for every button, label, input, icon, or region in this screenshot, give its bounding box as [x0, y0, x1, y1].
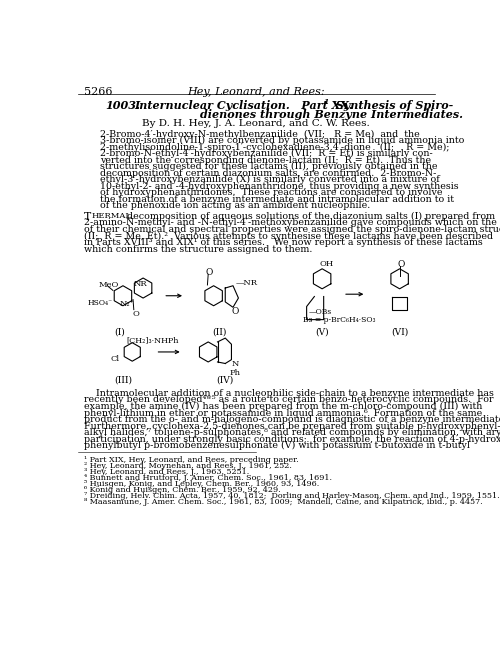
Text: participation, under strongly basic conditions;  for example, the reaction of 4-: participation, under strongly basic cond…	[84, 435, 500, 443]
Text: 10-ethyl-2- and -4-hydroxyphenanthridone, thus providing a new synthesis: 10-ethyl-2- and -4-hydroxyphenanthridone…	[100, 182, 458, 191]
Text: 2-amino-N-methyl- and -N-ethyl-4′-methoxybenzanilide gave compounds which on the: 2-amino-N-methyl- and -N-ethyl-4′-methox…	[84, 218, 500, 227]
Text: structures suggested for these lactams (II), previously obtained in the: structures suggested for these lactams (…	[100, 162, 437, 171]
Text: (V): (V)	[316, 328, 329, 336]
Text: O: O	[206, 268, 213, 277]
Text: N: N	[232, 360, 239, 367]
Text: 2-Bromo-4′-hydroxy-N-methylbenzanilide  (VII;   R = Me)  and  the: 2-Bromo-4′-hydroxy-N-methylbenzanilide (…	[100, 130, 419, 139]
Text: phenyl-lithium in ether or potassamide in liquid ammonia.⁶  Formation of the sam: phenyl-lithium in ether or potassamide i…	[84, 409, 482, 417]
Text: dienones through Benzyne Intermediates.: dienones through Benzyne Intermediates.	[200, 109, 464, 120]
Text: 3-bromo-isomer (VIII) are converted by potassamide in liquid ammonia into: 3-bromo-isomer (VIII) are converted by p…	[100, 136, 464, 145]
Text: ⁴ Bunnett and Hrutford, J. Amer. Chem. Soc., 1961, 83, 1691.: ⁴ Bunnett and Hrutford, J. Amer. Chem. S…	[84, 474, 332, 481]
Text: OH: OH	[319, 259, 334, 267]
Text: phenylbutyl p-bromobenzenesulphonate (V) with potassium t-butoxide in t-butyl: phenylbutyl p-bromobenzenesulphonate (V)…	[84, 441, 470, 451]
Text: O: O	[132, 310, 139, 318]
Text: Synthesis of Spiro-: Synthesis of Spiro-	[328, 100, 454, 111]
Text: (III): (III)	[114, 375, 132, 384]
Text: By D. H. Hey, J. A. Leonard, and C. W. Rees.: By D. H. Hey, J. A. Leonard, and C. W. R…	[142, 119, 370, 128]
Text: (VI): (VI)	[391, 328, 408, 336]
Text: O: O	[232, 307, 239, 316]
Text: ³ Hey, Leonard, and Rees, J., 1963, 5251.: ³ Hey, Leonard, and Rees, J., 1963, 5251…	[84, 468, 249, 476]
Text: —NR: —NR	[236, 279, 258, 287]
Text: 1: 1	[324, 98, 329, 106]
Text: 2-methylisoindoline-1-spiro-1′-cyclohexadiene-3,4′-dione   (II;    R = Me);: 2-methylisoindoline-1-spiro-1′-cyclohexa…	[100, 143, 449, 152]
Text: ² Hey, Leonard, Moynehan, and Rees, J., 1961, 252.: ² Hey, Leonard, Moynehan, and Rees, J., …	[84, 462, 292, 470]
Text: in Parts XVIII³ and XIX¹ of this series.   We now report a synthesis of these la: in Parts XVIII³ and XIX¹ of this series.…	[84, 238, 483, 247]
Text: T: T	[84, 212, 92, 222]
Text: (II;  R = Me, Et).²  Various attempts to synthesise these lactams have been desc: (II; R = Me, Et).² Various attempts to s…	[84, 231, 494, 240]
Text: (IV): (IV)	[216, 375, 234, 384]
Text: alkyl halides,⁷ toluene-p-sulphonates,⁸ and related compounds by elimination, wi: alkyl halides,⁷ toluene-p-sulphonates,⁸ …	[84, 428, 500, 437]
Text: ethyl-3′-hydroxybenzanilide (X) is similarly converted into a mixture of: ethyl-3′-hydroxybenzanilide (X) is simil…	[100, 176, 439, 184]
Text: decomposition of certain diazonium salts, are confirmed.  2-Bromo-N-: decomposition of certain diazonium salts…	[100, 169, 436, 178]
Text: 2-bromo-N-ethyl-4′-hydroxybenzanilide (VII;  R = Et) is similarly con-: 2-bromo-N-ethyl-4′-hydroxybenzanilide (V…	[100, 149, 432, 158]
Text: Ph: Ph	[229, 369, 240, 377]
Text: HERMAL: HERMAL	[91, 212, 131, 221]
Text: of the phenoxide ion acting as an ambident nucleophile.: of the phenoxide ion acting as an ambide…	[100, 202, 370, 210]
Text: decomposition of aqueous solutions of the diazonium salts (I) prepared from: decomposition of aqueous solutions of th…	[124, 212, 496, 221]
Text: the formation of a benzyne intermediate and intramolecular addition to it: the formation of a benzyne intermediate …	[100, 195, 454, 204]
Text: HSO₄⁻: HSO₄⁻	[88, 299, 112, 307]
Text: Cl: Cl	[110, 355, 120, 363]
Text: ⁵ Huisgen, König, and Lepley, Chem. Ber., 1960, 93, 1496.: ⁵ Huisgen, König, and Lepley, Chem. Ber.…	[84, 479, 320, 487]
Text: product from the o- and m-halogeno-compound is diagnostic of a benzyne intermedi: product from the o- and m-halogeno-compo…	[84, 415, 500, 424]
Text: [CH₂]₃·NHPh: [CH₂]₃·NHPh	[126, 337, 178, 345]
Text: ⁸ Maasamune, J. Amer. Chem. Soc., 1961, 83, 1009;  Mandell, Caine, and Kilpatric: ⁸ Maasamune, J. Amer. Chem. Soc., 1961, …	[84, 498, 483, 506]
Text: ¹ Part XIX, Hey, Leonard, and Rees, preceding paper.: ¹ Part XIX, Hey, Leonard, and Rees, prec…	[84, 455, 299, 464]
Text: —OBs: —OBs	[308, 308, 332, 316]
Text: of their chemical and spectral properties were assigned the spiro-dienone-lactam: of their chemical and spectral propertie…	[84, 225, 500, 234]
Text: Internuclear Cyclisation.   Part XX.: Internuclear Cyclisation. Part XX.	[134, 100, 354, 111]
Text: of hydroxyphenanthridones.  These reactions are considered to involve: of hydroxyphenanthridones. These reactio…	[100, 189, 442, 197]
Text: Intramolecular addition of a nucleophilic side-chain to a benzyne intermediate h: Intramolecular addition of a nucleophili…	[84, 389, 494, 398]
Text: ⁶ König and Huisgen, Chem. Ber., 1959, 92, 429.: ⁶ König and Huisgen, Chem. Ber., 1959, 9…	[84, 485, 281, 494]
Text: N₂⁺: N₂⁺	[120, 301, 135, 309]
Text: example, the amine (IV) has been prepared from the m-chloro-compound (III) with: example, the amine (IV) has been prepare…	[84, 402, 482, 411]
Text: (I): (I)	[114, 328, 125, 336]
Text: Bs = p-BrC₆H₄·SO₃: Bs = p-BrC₆H₄·SO₃	[303, 316, 375, 324]
Text: Hey, Leonard, and Rees:: Hey, Leonard, and Rees:	[188, 87, 325, 97]
Text: NR: NR	[134, 280, 147, 288]
Text: ⁷ Dreiding, Helv. Chim. Acta, 1957, 40, 1812;  Dorling and Harley-Mason, Chem. a: ⁷ Dreiding, Helv. Chim. Acta, 1957, 40, …	[84, 491, 500, 500]
Text: O: O	[398, 259, 404, 269]
Text: 5266: 5266	[84, 87, 112, 97]
Text: verted into the corresponding dienone-lactam (II;  R = Et).  Thus the: verted into the corresponding dienone-la…	[100, 156, 431, 164]
Text: which confirms the structure assigned to them.: which confirms the structure assigned to…	[84, 244, 312, 253]
Text: Furthermore, cyclohexa-2,5-dienones can be prepared from suitable p-hydroxypheny: Furthermore, cyclohexa-2,5-dienones can …	[84, 422, 500, 430]
Text: (II): (II)	[212, 328, 227, 336]
Text: recently been developed⁴ʷ⁵ as a route to certain benzo-heterocyclic compounds.  : recently been developed⁴ʷ⁵ as a route to…	[84, 396, 494, 404]
Text: 1003.: 1003.	[105, 100, 140, 111]
Text: MeO: MeO	[98, 281, 118, 289]
